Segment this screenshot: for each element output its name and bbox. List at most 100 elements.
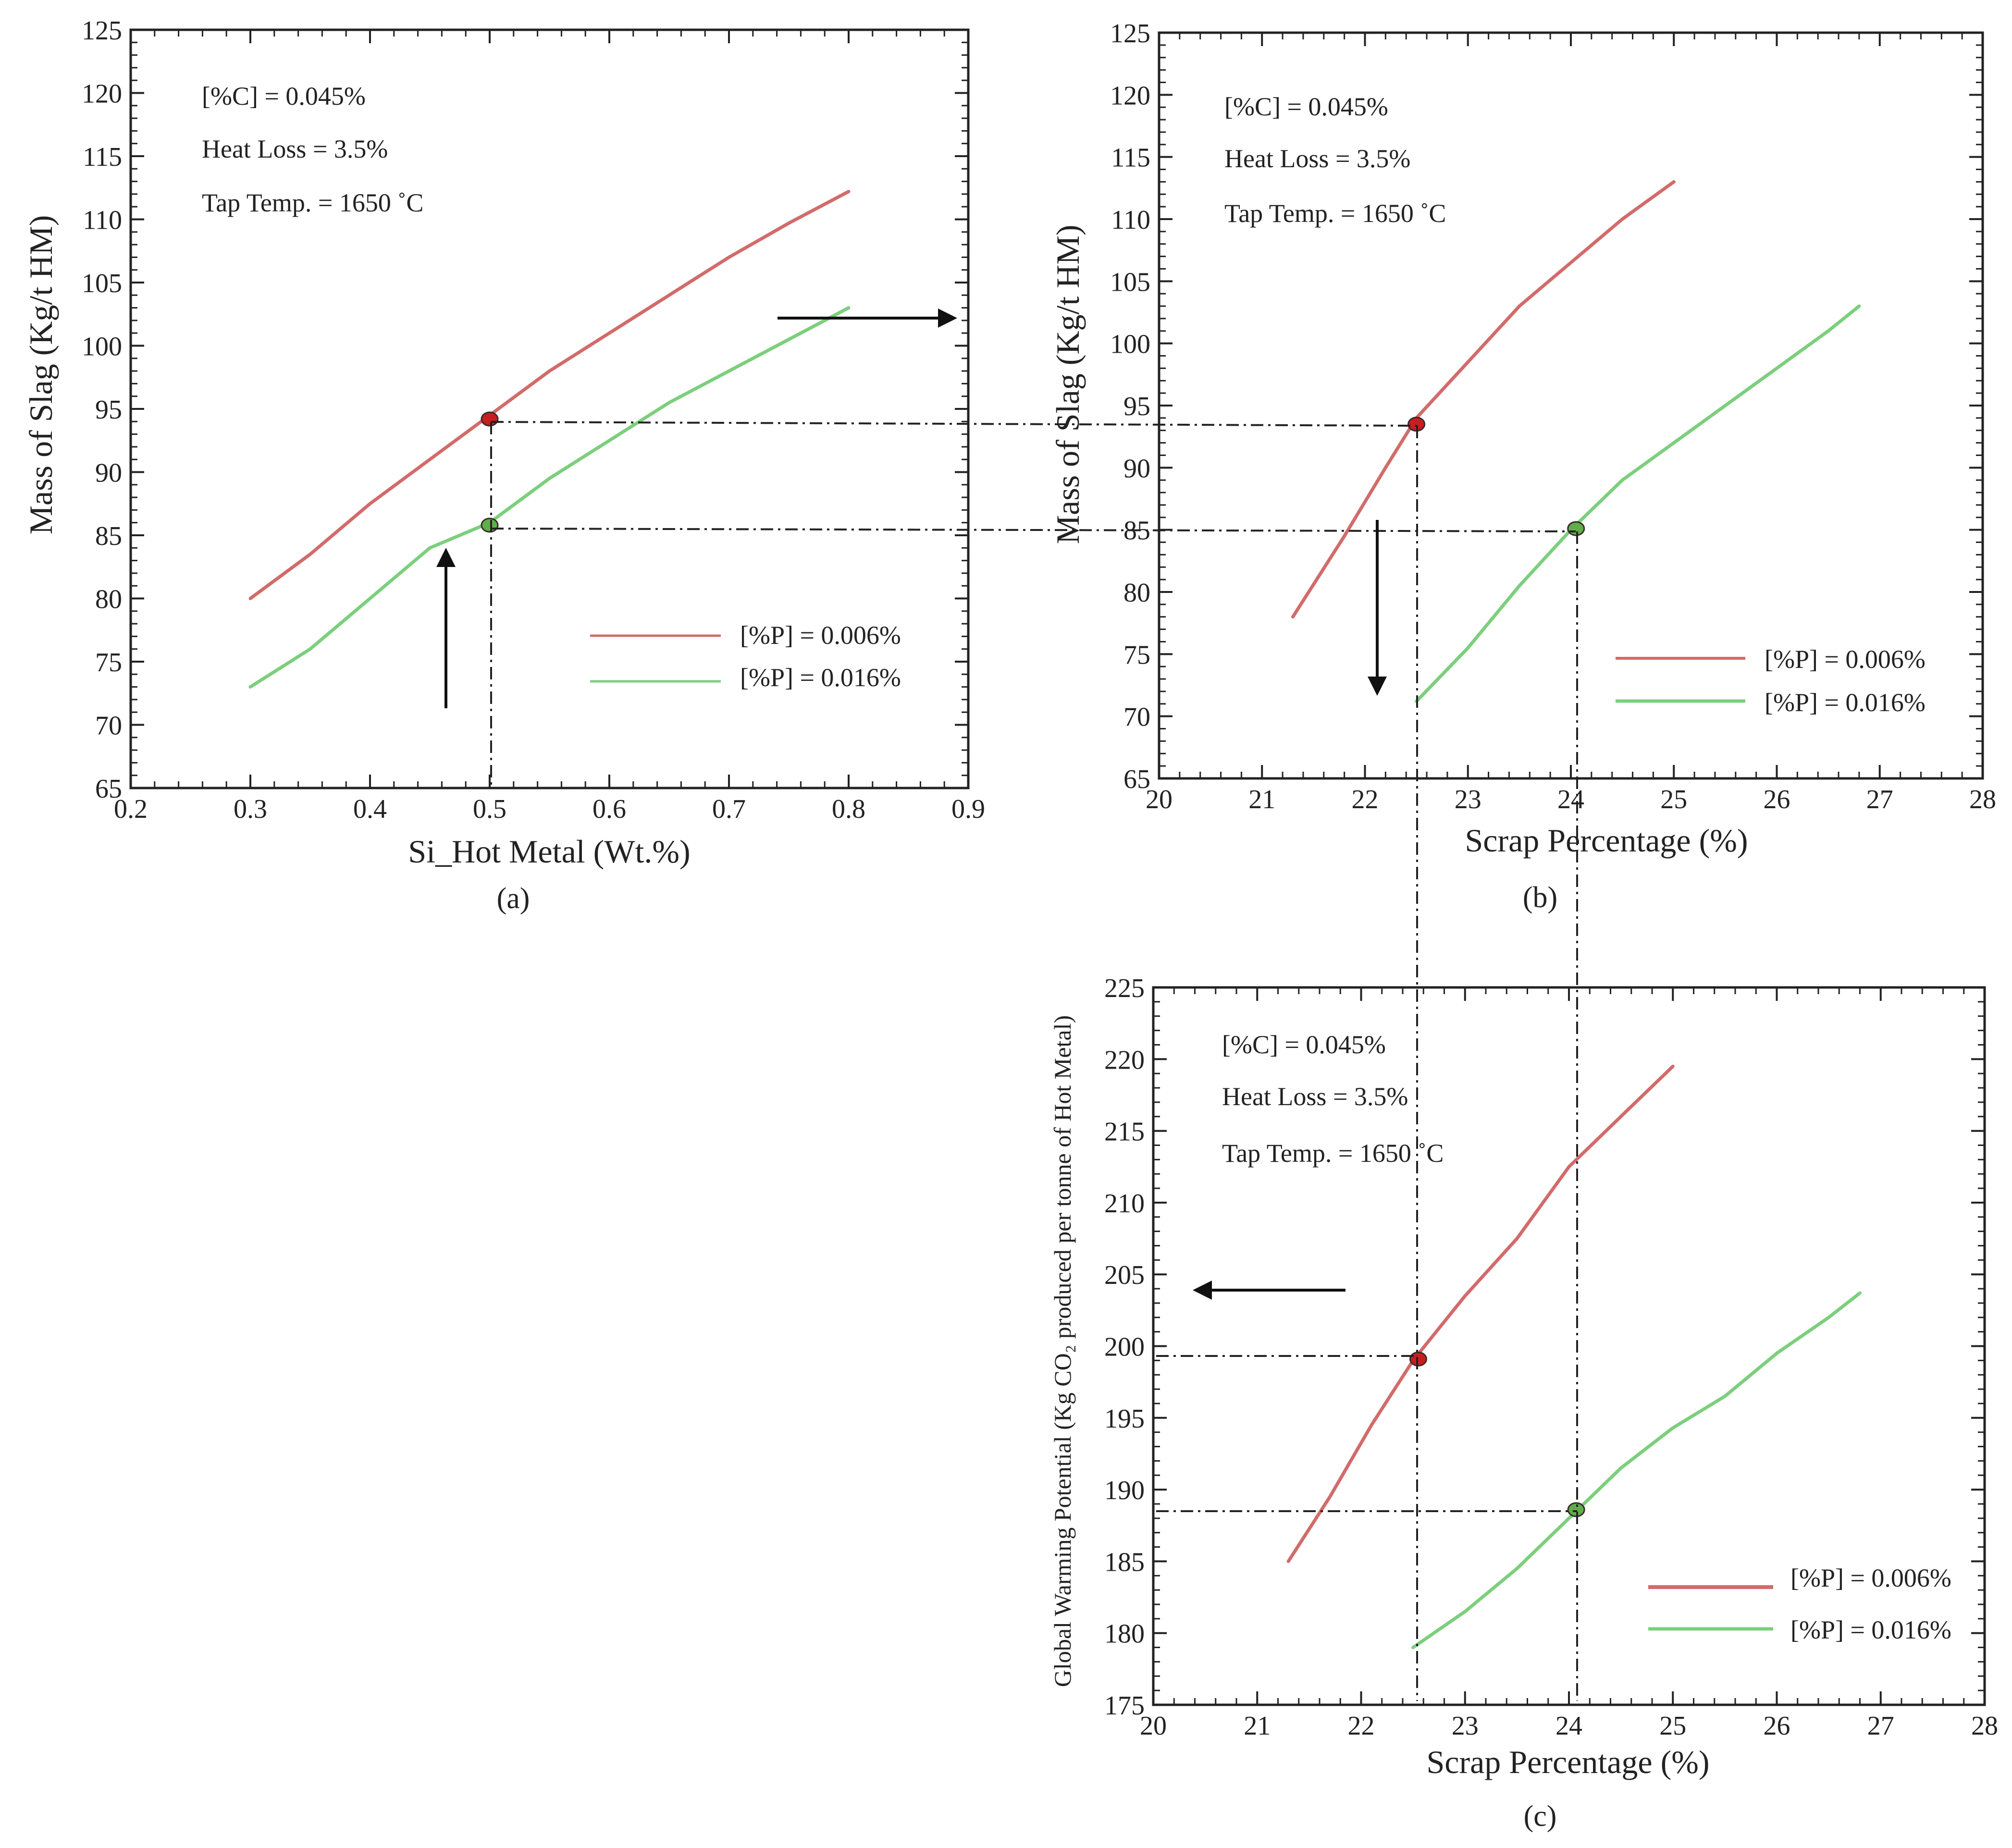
- annotation-heat-loss: Heat Loss = 3.5%: [1222, 1082, 1408, 1111]
- y-tick-label: 180: [1104, 1619, 1145, 1649]
- annotation-tap-temp: Tap Temp. = 1650 ˚C: [1222, 1139, 1444, 1168]
- x-tick-label: 0.6: [592, 794, 626, 824]
- x-tick-label: 21: [1248, 785, 1275, 814]
- y-tick-label: 225: [1104, 973, 1145, 1003]
- arrow-right-icon: [778, 308, 957, 328]
- x-tick-label: 26: [1764, 1711, 1790, 1741]
- y-tick-label: 110: [83, 206, 122, 235]
- y-axis-title-c: Global Warming Potential (Kg CO₂ produce…: [1049, 1015, 1076, 1687]
- legend-c-label-red: [%P] = 0.006%: [1790, 1564, 1951, 1592]
- legend-b-label-green: [%P] = 0.016%: [1765, 688, 1926, 717]
- arrow-left-icon: [1193, 1281, 1345, 1300]
- legend-a-label-red: [%P] = 0.006%: [740, 621, 901, 650]
- y-tick-label: 120: [1110, 81, 1150, 111]
- guide-line-red-a-to-b: [491, 421, 1418, 427]
- annotation-carbon: [%C] = 0.045%: [202, 82, 366, 111]
- annotation-heat-loss: Heat Loss = 3.5%: [1224, 144, 1410, 173]
- plot-a-area: 0.2 0.3 0.4 0.5 0.6 0.7 0.8 0.9 65 70 75 80 85 90 95 10…: [82, 16, 985, 824]
- x-tick-label: 25: [1660, 785, 1687, 814]
- panel-label-b: (b): [1523, 881, 1557, 914]
- y-tick-label: 95: [1123, 392, 1150, 421]
- x-tick-label: 21: [1244, 1711, 1271, 1741]
- y-tick-label: 215: [1104, 1117, 1145, 1147]
- y-tick-label: 115: [83, 142, 122, 172]
- annotation-carbon: [%C] = 0.045%: [1224, 92, 1388, 121]
- x-tick-label: 0.9: [951, 794, 985, 824]
- x-tick-label: 0.3: [234, 794, 267, 824]
- series-line-green: [1415, 304, 1861, 703]
- y-tick-label: 85: [95, 521, 122, 551]
- guide-line-green-a-to-b: [491, 528, 1576, 532]
- legend-c-label-green: [%P] = 0.016%: [1790, 1615, 1951, 1644]
- x-tick-label: 28: [1971, 1711, 1998, 1741]
- y-tick-label: 90: [95, 458, 122, 488]
- y-tick-label: 95: [95, 395, 122, 425]
- y-tick-label: 105: [1110, 267, 1150, 297]
- y-tick-label: 105: [82, 269, 122, 298]
- x-tick-label: 23: [1452, 1711, 1479, 1741]
- x-tick-label: 20: [1140, 1711, 1167, 1741]
- y-axis-title-b: Mass of Slag (Kg/t HM): [1049, 225, 1086, 544]
- series-line-red: [1291, 180, 1676, 619]
- y-axis-title-a: Mass of Slag (Kg/t HM): [23, 215, 59, 535]
- x-tick-label: 23: [1455, 785, 1481, 814]
- y-tick-label: 70: [95, 711, 122, 741]
- marker-point-green: [1567, 521, 1585, 536]
- y-tick-label: 115: [1111, 143, 1150, 173]
- x-tick-label: 0.7: [712, 794, 746, 824]
- legend-a-label-green: [%P] = 0.016%: [740, 663, 901, 692]
- x-tick-label: 0.5: [473, 794, 506, 824]
- x-tick-label: 0.4: [353, 794, 387, 824]
- x-tick-label: 26: [1764, 785, 1790, 814]
- y-tick-label: 220: [1104, 1045, 1145, 1075]
- x-tick-label: 27: [1866, 785, 1893, 814]
- annotation-block-c: [%C] = 0.045% Heat Loss = 3.5% Tap Temp.…: [1222, 1030, 1444, 1168]
- y-tick-label: 190: [1104, 1476, 1145, 1505]
- x-tick-label: 22: [1348, 1711, 1375, 1741]
- x-tick-label: 0.8: [832, 794, 865, 824]
- x-axis-title-c: Scrap Percentage (%): [1426, 1744, 1709, 1780]
- y-tick-label: 75: [95, 648, 122, 678]
- panel-label-a: (a): [497, 882, 530, 915]
- annotation-block-b: [%C] = 0.045% Heat Loss = 3.5% Tap Temp.…: [1224, 92, 1446, 228]
- x-axis-title-b: Scrap Percentage (%): [1465, 822, 1748, 859]
- arrow-up-icon: [436, 548, 456, 708]
- annotation-heat-loss: Heat Loss = 3.5%: [202, 135, 388, 163]
- x-tick-label: 25: [1659, 1711, 1686, 1741]
- y-tick-label: 175: [1104, 1691, 1145, 1721]
- y-tick-label: 80: [1123, 578, 1150, 608]
- annotation-block-a: [%C] = 0.045% Heat Loss = 3.5% Tap Temp.…: [202, 82, 423, 217]
- y-tick-label: 195: [1104, 1404, 1145, 1434]
- series-line-red: [1286, 1064, 1675, 1563]
- legend-b-label-red: [%P] = 0.006%: [1765, 645, 1926, 674]
- panel-c: 20 21 22 23 24 25 26 27 28 175 180 185 190 195 200 205 2…: [1049, 973, 1998, 1833]
- x-tick-label: 27: [1867, 1711, 1894, 1741]
- y-tick-label: 100: [82, 332, 122, 362]
- y-tick-label: 205: [1104, 1260, 1145, 1290]
- annotation-tap-temp: Tap Temp. = 1650 ˚C: [202, 188, 423, 217]
- x-tick-label: 22: [1352, 785, 1379, 814]
- y-tick-label: 70: [1123, 702, 1150, 732]
- y-tick-label: 200: [1104, 1332, 1145, 1362]
- series-line-green: [248, 306, 851, 689]
- legend-c: [%P] = 0.006% [%P] = 0.016%: [1648, 1564, 1951, 1644]
- panel-b: 20 21 22 23 24 25 26 27 286570758085909510010511…: [1049, 19, 1996, 914]
- x-tick-label: 28: [1969, 785, 1996, 814]
- cross-panel-guides: [490, 421, 1578, 1701]
- legend-a: [%P] = 0.006% [%P] = 0.016%: [590, 621, 901, 692]
- x-axis-title-a: Si_Hot Metal (Wt.%): [408, 833, 690, 870]
- y-tick-label: 90: [1123, 454, 1150, 483]
- y-tick-label: 125: [1110, 19, 1150, 49]
- annotation-carbon: [%C] = 0.045%: [1222, 1030, 1386, 1059]
- marker-point-red: [1409, 1351, 1427, 1367]
- y-tick-label: 120: [82, 79, 122, 109]
- y-tick-label: 125: [82, 16, 122, 46]
- x-tick-label: 24: [1557, 785, 1584, 814]
- arrows: [436, 308, 1387, 1300]
- marker-point-red: [481, 411, 499, 427]
- y-tick-label: 100: [1110, 330, 1150, 359]
- y-tick-label: 210: [1104, 1189, 1145, 1219]
- y-tick-label: 110: [1111, 205, 1150, 235]
- y-tick-label: 185: [1104, 1547, 1145, 1577]
